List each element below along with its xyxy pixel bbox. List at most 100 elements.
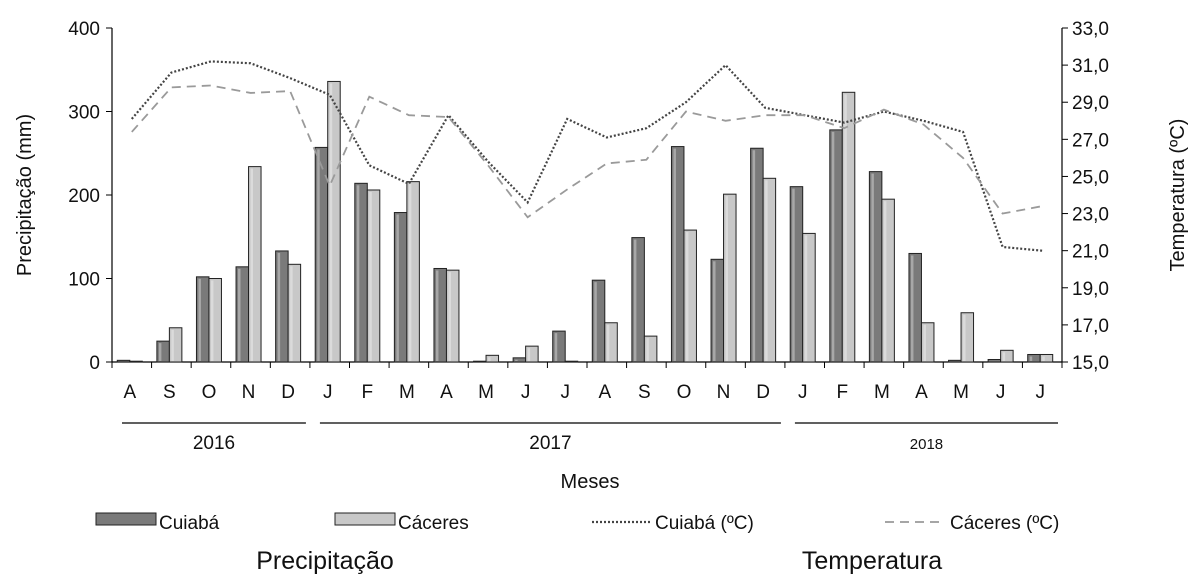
bar-cuiaba [235,266,250,363]
x-tick-label: A [440,382,453,403]
bar-caceres [168,327,183,363]
x-tick-label: A [598,382,611,403]
bar-cuiaba [591,279,606,363]
bar-cuiaba [908,252,922,363]
legend-label-cuiaba: Cuiabá [159,513,220,534]
left-tick-label: 0 [89,353,100,374]
bar-highlight [594,282,597,361]
bar-cuiaba [631,237,645,363]
bar-cuiaba [275,250,289,363]
right-tick-label: 23,0 [1072,205,1109,226]
bar-cuiaba [156,340,170,363]
x-tick-label: M [874,382,890,403]
y-axis-left-title: Precipitação (mm) [14,114,36,276]
x-tick-label: M [953,382,969,403]
bar-highlight [198,278,201,361]
bar-cuiaba [1027,353,1041,363]
bar-highlight [1002,352,1006,361]
bar-highlight [910,255,914,361]
bar-caceres [564,360,579,363]
right-tick-label: 15,0 [1072,353,1109,374]
bar-highlight [792,188,795,361]
bar-highlight [448,272,451,361]
year-label: 2018 [910,436,943,453]
bar-highlight [1042,356,1045,361]
bar-cuiaba [354,182,368,363]
x-tick-label: N [717,382,731,403]
bar-caceres [208,278,222,363]
bar-caceres [841,91,856,363]
bar-highlight [408,183,412,361]
bar-highlight [329,83,333,361]
bar-cuiaba [433,267,447,363]
x-tick-label: O [677,382,692,403]
bar-caceres [287,263,302,363]
bar-highlight [844,94,847,362]
bar-caceres [920,322,935,363]
bar-cuiaba [789,186,804,363]
right-tick-label: 27,0 [1072,130,1109,151]
left-tick-label: 300 [68,103,100,124]
legend-swatch-cuiaba [95,512,157,526]
bar-cuiaba [195,276,210,363]
bar-caceres [525,345,539,363]
bar-highlight [554,333,558,361]
x-tick-label: A [915,382,928,403]
year-label: 2016 [193,433,235,454]
group-label-temperature: Temperatura [802,547,942,575]
bar-caceres [960,312,975,363]
x-tick-label: F [836,382,848,403]
bar-cuiaba [829,129,843,363]
x-axis-title: Meses [561,471,620,493]
y-axis-right-title: Temperatura (ºC) [1167,119,1189,272]
x-tick-label: J [996,382,1006,403]
bar-caceres [1039,353,1054,363]
bar-highlight [685,232,689,361]
x-tick-label: J [323,382,333,403]
x-tick-label: F [361,382,373,403]
bar-highlight [317,149,320,361]
legend-swatch-caceres [334,512,396,526]
x-tick-label: A [123,382,136,403]
bar-highlight [250,168,254,361]
right-tick-label: 21,0 [1072,242,1109,263]
bar-highlight [277,252,281,361]
x-tick-label: J [521,382,531,403]
bar-highlight [923,324,926,361]
right-tick-label: 19,0 [1072,279,1109,300]
bar-cuiaba [710,258,725,363]
bar-caceres [643,335,658,363]
x-tick-label: D [281,382,295,403]
left-tick-label: 200 [68,186,100,207]
bar-cuiaba [552,330,566,363]
bar-highlight [171,329,174,361]
right-tick-label: 29,0 [1072,93,1109,114]
bar-cuiaba [393,212,408,363]
bar-highlight [356,185,360,361]
bar-cuiaba [314,146,329,363]
legend-label-caceres: Cáceres [398,513,469,534]
bar-highlight [158,343,162,361]
x-tick-label: J [798,382,808,403]
left-tick-label: 400 [68,19,100,40]
bar-highlight [713,261,716,361]
bar-highlight [646,338,649,361]
bar-highlight [804,235,808,361]
bar-cuiaba [987,358,1002,363]
bar-highlight [515,359,518,361]
bar-highlight [725,196,729,361]
bar-caceres [802,232,816,363]
bar-cuiaba [868,171,883,363]
right-tick-label: 25,0 [1072,167,1109,188]
bar-highlight [369,191,372,361]
bar-highlight [963,314,966,361]
bar-caceres [1000,349,1014,363]
x-tick-label: M [478,382,494,403]
bar-highlight [527,348,531,361]
bar-highlight [1029,356,1033,361]
x-tick-label: M [399,382,415,403]
bar-cuiaba [948,359,962,363]
bar-highlight [290,266,293,361]
bar-caceres [604,322,618,363]
